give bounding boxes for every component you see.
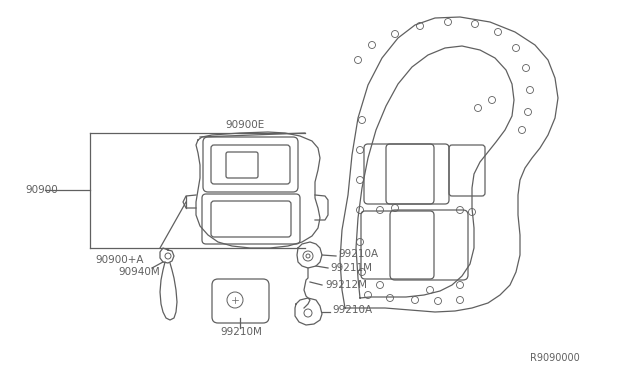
Text: 90900E: 90900E [225, 120, 264, 130]
Text: 99210A: 99210A [338, 249, 378, 259]
Text: 99210M: 99210M [220, 327, 262, 337]
Text: R9090000: R9090000 [531, 353, 580, 363]
Text: 90900: 90900 [25, 185, 58, 195]
Text: 90900+A: 90900+A [95, 255, 143, 265]
Text: 90940M: 90940M [118, 267, 160, 277]
Text: 99211M: 99211M [330, 263, 372, 273]
Text: 99210A: 99210A [332, 305, 372, 315]
Text: 99212M: 99212M [325, 280, 367, 290]
